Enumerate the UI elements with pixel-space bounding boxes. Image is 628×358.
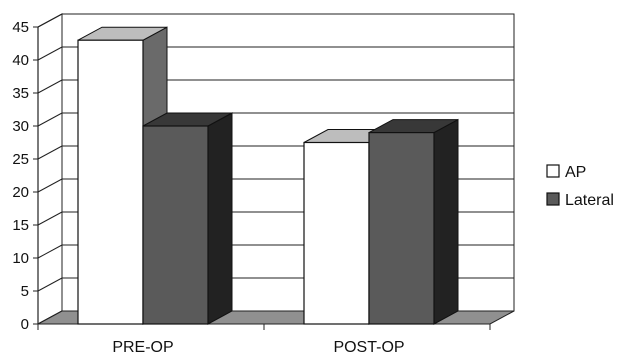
gridline-side — [37, 112, 63, 127]
gridline-side — [37, 13, 63, 28]
bars — [77, 26, 459, 325]
x-category-label: POST-OP — [333, 339, 404, 356]
bar-side-pre-op-lateral — [207, 112, 233, 325]
y-tick-label: 20 — [12, 184, 29, 201]
bar-post-op-ap — [303, 141, 370, 325]
bar-pre-op-ap — [77, 39, 144, 325]
gridline-side — [37, 145, 63, 160]
y-tick-label: 35 — [12, 85, 29, 102]
gridline-side — [37, 46, 63, 61]
gridline-side — [37, 211, 63, 226]
gridline-side — [37, 178, 63, 193]
y-tick-label: 10 — [12, 250, 29, 267]
y-tick-label: 30 — [12, 118, 29, 135]
x-axis-labels: PRE-OP POST-OP — [112, 339, 404, 356]
legend-swatch-ap — [546, 164, 560, 178]
bar-post-op-lateral — [368, 132, 435, 325]
y-tick-label: 45 — [12, 19, 29, 36]
y-tick-label: 40 — [12, 52, 29, 69]
legend-label-lateral: Lateral — [565, 192, 614, 209]
y-tick-label: 5 — [21, 283, 29, 300]
gridline-side — [37, 244, 63, 259]
bar-pre-op-lateral — [142, 125, 209, 325]
legend: AP Lateral — [546, 164, 614, 209]
y-tick-label: 25 — [12, 151, 29, 168]
side-wall-plane — [37, 13, 63, 325]
bar-side-post-op-lateral — [433, 118, 459, 325]
legend-label-ap: AP — [565, 164, 586, 181]
legend-swatch-lateral — [546, 192, 560, 206]
y-tick-label: 15 — [12, 217, 29, 234]
y-axis: 0 5 10 15 20 25 30 35 40 45 — [12, 19, 491, 333]
gridline-side — [37, 79, 63, 94]
gridline-side — [37, 277, 63, 292]
x-category-label: PRE-OP — [112, 339, 173, 356]
y-tick-label: 0 — [21, 316, 29, 333]
